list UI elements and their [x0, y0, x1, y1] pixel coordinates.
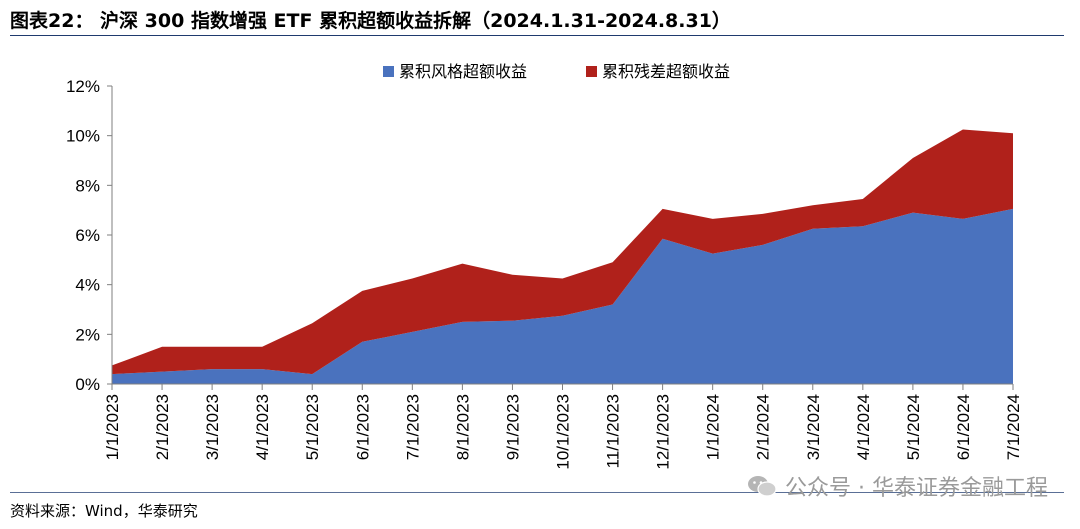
x-tick-label: 4/1/2023 — [253, 394, 272, 460]
area-series-2 — [112, 129, 1013, 375]
chart-legend: 累积风格超额收益 累积残差超额收益 — [383, 63, 730, 81]
footer-divider — [10, 492, 1064, 493]
x-tick-label: 6/1/2023 — [353, 394, 372, 460]
wechat-icon — [748, 476, 777, 497]
stacked-area-chart: 0% 2% 4% 6% 8% 10% 12% 1/1/2023 2/1/2023 3/1/202… — [66, 63, 1023, 470]
legend-swatch-1 — [383, 66, 394, 77]
legend-label-1: 累积风格超额收益 — [399, 63, 527, 81]
x-tick-label: 11/1/2023 — [604, 394, 623, 468]
x-tick-label: 3/1/2023 — [203, 394, 222, 460]
x-tick-label: 5/1/2024 — [904, 394, 923, 460]
y-tick-label: 10% — [66, 127, 100, 146]
x-axis: 1/1/2023 2/1/2023 3/1/2023 4/1/2023 5/1/2023… — [103, 383, 1023, 470]
figure-title: 图表22： 沪深 300 指数增强 ETF 累积超额收益拆解（2024.1.31… — [10, 10, 731, 32]
y-tick-label: 0% — [75, 375, 100, 394]
watermark: 公众号 · 华泰证券金融工程 — [747, 470, 1048, 502]
area-series-1 — [112, 208, 1013, 384]
x-tick-label: 4/1/2024 — [854, 394, 873, 460]
y-tick-label: 8% — [75, 176, 100, 195]
legend-swatch-2 — [586, 66, 597, 77]
x-tick-label: 9/1/2023 — [503, 394, 522, 460]
x-tick-label: 3/1/2024 — [804, 394, 823, 460]
legend-label-2: 累积残差超额收益 — [602, 63, 730, 81]
chart-areas — [112, 129, 1013, 384]
watermark-text: 公众号 · 华泰证券金融工程 — [785, 476, 1048, 501]
x-tick-label: 1/1/2024 — [704, 394, 723, 460]
y-tick-label: 2% — [75, 325, 100, 344]
x-tick-label: 7/1/2024 — [1004, 394, 1023, 460]
x-tick-label: 8/1/2023 — [453, 394, 472, 460]
x-tick-label: 2/1/2023 — [153, 394, 172, 460]
x-tick-label: 6/1/2024 — [954, 394, 973, 460]
source-note: 资料来源：Wind，华泰研究 — [10, 502, 198, 520]
x-tick-label: 7/1/2023 — [403, 394, 422, 460]
y-tick-label: 6% — [75, 226, 100, 245]
x-tick-label: 12/1/2023 — [654, 394, 673, 470]
y-axis: 0% 2% 4% 6% 8% 10% 12% — [66, 77, 113, 394]
x-tick-label: 2/1/2024 — [754, 394, 773, 460]
y-tick-label: 12% — [66, 77, 100, 96]
title-divider — [10, 35, 1064, 36]
x-tick-label: 5/1/2023 — [303, 394, 322, 460]
x-tick-label: 10/1/2023 — [554, 394, 573, 470]
y-tick-label: 4% — [75, 276, 100, 295]
x-tick-label: 1/1/2023 — [103, 394, 122, 460]
